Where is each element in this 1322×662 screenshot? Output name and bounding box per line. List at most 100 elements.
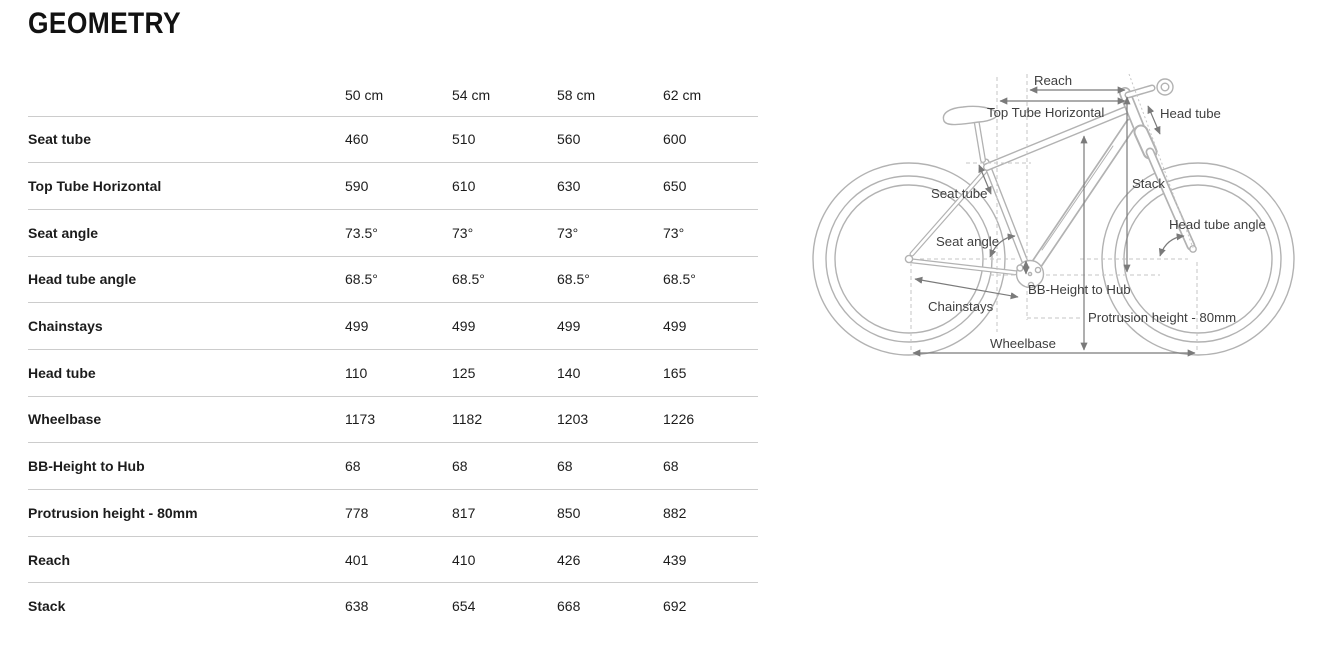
value-cell: 692 bbox=[663, 598, 687, 615]
label-reach: Reach bbox=[1034, 73, 1072, 88]
value-cell: 73° bbox=[663, 224, 685, 241]
value-cell: 668 bbox=[557, 598, 581, 615]
value-cell: 439 bbox=[663, 551, 687, 568]
bike-frame-icon bbox=[909, 84, 1196, 276]
value-cell: 68 bbox=[452, 458, 468, 475]
value-cell: 1182 bbox=[452, 411, 483, 428]
label-head-tube-angle: Head tube angle bbox=[1169, 217, 1266, 232]
label-seat-tube: Seat tube bbox=[931, 186, 987, 201]
value-cell: 68 bbox=[663, 458, 679, 475]
label-wheelbase: Wheelbase bbox=[990, 336, 1056, 351]
table-row: Seat angle 73.5° 73° 73° 73° bbox=[28, 209, 758, 257]
row-label: Top Tube Horizontal bbox=[28, 178, 162, 195]
value-cell: 1226 bbox=[663, 411, 695, 428]
row-label: Stack bbox=[28, 598, 66, 615]
value-cell: 778 bbox=[345, 504, 369, 521]
table-header: 50 cm 54 cm 58 cm 62 cm bbox=[28, 74, 758, 116]
table-row: Chainstays 499 499 499 499 bbox=[28, 303, 758, 350]
value-cell: 68.5° bbox=[663, 271, 696, 288]
value-cell: 499 bbox=[557, 318, 581, 335]
table-row: Wheelbase 1173 1182 1203 1226 bbox=[28, 396, 758, 443]
value-cell: 125 bbox=[452, 364, 476, 381]
value-cell: 610 bbox=[452, 178, 476, 195]
column-header: 54 cm bbox=[452, 86, 491, 103]
table-row: Seat tube 460 510 560 600 bbox=[28, 116, 758, 163]
value-cell: 499 bbox=[452, 318, 476, 335]
value-cell: 110 bbox=[345, 364, 368, 381]
value-cell: 638 bbox=[345, 598, 369, 615]
seat-angle-arc bbox=[989, 233, 1016, 258]
row-label: Head tube bbox=[28, 364, 96, 381]
label-head-tube: Head tube bbox=[1160, 106, 1221, 121]
row-label: Reach bbox=[28, 551, 71, 568]
row-label: Seat tube bbox=[28, 131, 92, 148]
row-label: Seat angle bbox=[28, 224, 99, 241]
column-header: 50 cm bbox=[345, 86, 384, 103]
label-chainstays: Chainstays bbox=[928, 299, 994, 314]
value-cell: 68.5° bbox=[557, 271, 590, 288]
value-cell: 426 bbox=[557, 551, 581, 568]
value-cell: 73° bbox=[452, 224, 474, 241]
table-row: Protrusion height - 80mm 778 817 850 882 bbox=[28, 490, 758, 537]
value-cell: 650 bbox=[663, 178, 687, 195]
value-cell: 850 bbox=[557, 504, 581, 521]
dimension-arrows bbox=[912, 86, 1196, 357]
table-row: Head tube angle 68.5° 68.5° 68.5° 68.5° bbox=[28, 256, 758, 303]
value-cell: 68.5° bbox=[452, 271, 485, 288]
seat-tube-arrow bbox=[978, 164, 992, 195]
value-cell: 1203 bbox=[557, 411, 589, 428]
value-cell: 499 bbox=[345, 318, 369, 335]
table-body: Seat tube 460 510 560 600 Top Tube Horizontal… bbox=[28, 116, 758, 630]
value-cell: 165 bbox=[663, 364, 687, 381]
handlebar-grip-icon bbox=[1156, 78, 1174, 96]
table-row: Stack 638 654 668 692 bbox=[28, 583, 758, 630]
value-cell: 410 bbox=[452, 551, 476, 568]
value-cell: 1173 bbox=[345, 411, 376, 428]
value-cell: 73.5° bbox=[345, 224, 378, 241]
geometry-table: 50 cm 54 cm 58 cm 62 cm Seat tube 460 510 560 6… bbox=[28, 74, 758, 630]
value-cell: 401 bbox=[345, 551, 369, 568]
steering-axis-line bbox=[1128, 73, 1194, 249]
table-row: Head tube 110 125 140 165 bbox=[28, 349, 758, 397]
value-cell: 817 bbox=[452, 504, 476, 521]
label-seat-angle: Seat angle bbox=[936, 234, 999, 249]
label-protrusion-height: Protrusion height - 80mm bbox=[1088, 310, 1236, 325]
rear-hub-icon bbox=[904, 254, 914, 264]
column-header: 62 cm bbox=[663, 86, 702, 103]
value-cell: 73° bbox=[557, 224, 579, 241]
value-cell: 68 bbox=[557, 458, 573, 475]
value-cell: 499 bbox=[663, 318, 687, 335]
row-label: Wheelbase bbox=[28, 411, 102, 428]
table-row: Top Tube Horizontal 590 610 630 650 bbox=[28, 163, 758, 210]
table-row: BB-Height to Hub 68 68 68 68 bbox=[28, 443, 758, 490]
value-cell: 140 bbox=[557, 364, 581, 381]
row-label: Protrusion height - 80mm bbox=[28, 504, 198, 521]
value-cell: 68.5° bbox=[345, 271, 378, 288]
value-cell: 630 bbox=[557, 178, 581, 195]
header-row: 50 cm 54 cm 58 cm 62 cm bbox=[28, 74, 758, 116]
value-cell: 590 bbox=[345, 178, 369, 195]
front-hub-icon bbox=[1189, 245, 1197, 253]
value-cell: 560 bbox=[557, 131, 581, 148]
head-tube-angle-arc bbox=[1158, 233, 1185, 257]
label-stack: Stack bbox=[1132, 176, 1165, 191]
value-cell: 68 bbox=[345, 458, 361, 475]
page-title: GEOMETRY bbox=[28, 7, 181, 40]
bike-geometry-diagram: Reach Top Tube Horizontal Head tube Seat… bbox=[795, 55, 1322, 375]
table-row: Reach 401 410 426 439 bbox=[28, 536, 758, 583]
value-cell: 882 bbox=[663, 504, 687, 521]
column-header-empty bbox=[28, 74, 345, 116]
value-cell: 600 bbox=[663, 131, 687, 148]
column-header: 58 cm bbox=[557, 86, 596, 103]
label-bb-height-to-hub: BB-Height to Hub bbox=[1028, 282, 1131, 297]
label-top-tube-horizontal: Top Tube Horizontal bbox=[987, 105, 1104, 120]
value-cell: 460 bbox=[345, 131, 369, 148]
value-cell: 654 bbox=[452, 598, 476, 615]
row-label: Chainstays bbox=[28, 318, 103, 335]
row-label: BB-Height to Hub bbox=[28, 458, 145, 475]
chainstays-arrow bbox=[914, 276, 1019, 300]
row-label: Head tube angle bbox=[28, 271, 137, 288]
head-tube-arrow bbox=[1147, 105, 1161, 135]
value-cell: 510 bbox=[452, 131, 476, 148]
